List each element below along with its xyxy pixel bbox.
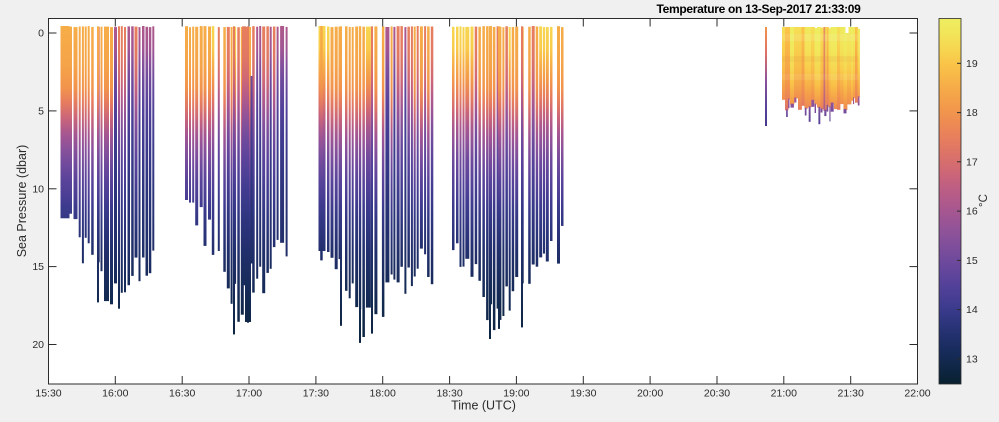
svg-text:°C: °C <box>978 194 990 207</box>
svg-text:Time (UTC): Time (UTC) <box>451 399 516 413</box>
svg-text:10: 10 <box>32 183 44 195</box>
svg-text:16:30: 16:30 <box>169 388 195 400</box>
svg-text:18:30: 18:30 <box>436 388 462 400</box>
svg-text:16: 16 <box>966 206 978 218</box>
svg-text:15: 15 <box>966 255 978 267</box>
svg-text:17: 17 <box>966 156 978 168</box>
svg-text:18:00: 18:00 <box>370 388 396 400</box>
svg-text:19: 19 <box>966 58 978 70</box>
svg-text:14: 14 <box>966 304 978 316</box>
svg-text:15: 15 <box>32 261 44 273</box>
svg-text:22:00: 22:00 <box>904 388 930 400</box>
svg-text:20:00: 20:00 <box>637 388 663 400</box>
svg-text:Sea Pressure (dbar): Sea Pressure (dbar) <box>15 145 29 258</box>
svg-text:13: 13 <box>966 354 978 366</box>
svg-text:21:00: 21:00 <box>771 388 797 400</box>
svg-text:17:00: 17:00 <box>236 388 262 400</box>
svg-text:20:30: 20:30 <box>704 388 730 400</box>
svg-text:Temperature on 13-Sep-2017 21:: Temperature on 13-Sep-2017 21:33:09 <box>656 2 861 16</box>
svg-text:0: 0 <box>38 28 44 40</box>
svg-text:19:30: 19:30 <box>570 388 596 400</box>
svg-text:18: 18 <box>966 107 978 119</box>
svg-text:20: 20 <box>32 339 44 351</box>
svg-text:5: 5 <box>38 106 44 118</box>
svg-text:16:00: 16:00 <box>102 388 128 400</box>
svg-text:19:00: 19:00 <box>503 388 529 400</box>
svg-text:21:30: 21:30 <box>838 388 864 400</box>
svg-text:15:30: 15:30 <box>35 388 61 400</box>
svg-text:17:30: 17:30 <box>303 388 329 400</box>
